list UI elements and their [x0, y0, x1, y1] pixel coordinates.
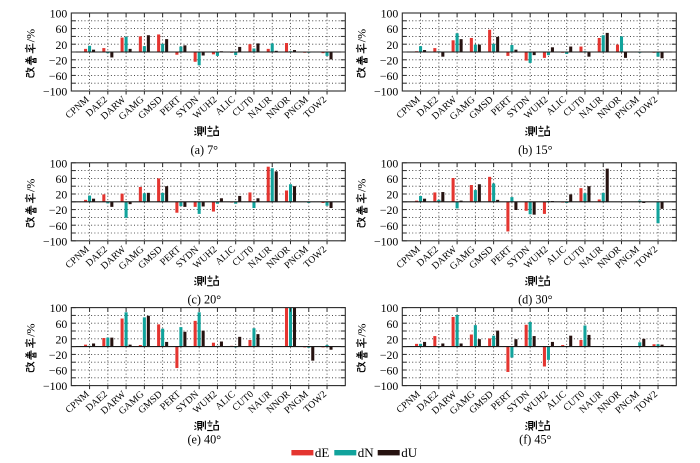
- svg-text:(f) 45°: (f) 45°: [519, 433, 551, 447]
- svg-text:(c) 20°: (c) 20°: [187, 292, 221, 306]
- svg-text:−20: −20: [49, 53, 68, 67]
- svg-text:/%: /%: [24, 179, 38, 192]
- svg-text:−100: −100: [374, 234, 398, 248]
- svg-text:60: 60: [387, 317, 399, 331]
- svg-text:−60: −60: [49, 69, 68, 83]
- svg-text:−20: −20: [380, 53, 399, 67]
- svg-text:/%: /%: [24, 323, 38, 336]
- svg-text:60: 60: [56, 317, 68, 331]
- svg-text:100: 100: [50, 156, 68, 170]
- svg-text:−20: −20: [380, 203, 399, 217]
- svg-text:dN: dN: [358, 445, 375, 460]
- svg-text:−20: −20: [49, 203, 68, 217]
- svg-text:−60: −60: [49, 219, 68, 233]
- svg-text:−20: −20: [380, 348, 399, 362]
- svg-text:60: 60: [387, 172, 399, 186]
- svg-text:20: 20: [56, 332, 68, 346]
- svg-text:60: 60: [56, 22, 68, 36]
- svg-text:/%: /%: [355, 29, 369, 42]
- svg-text:/%: /%: [24, 29, 38, 42]
- svg-text:−100: −100: [374, 379, 398, 393]
- svg-text:100: 100: [381, 301, 399, 315]
- svg-text:60: 60: [56, 172, 68, 186]
- svg-text:/%: /%: [355, 179, 369, 192]
- svg-text:dE: dE: [315, 445, 330, 460]
- svg-text:−100: −100: [43, 234, 67, 248]
- svg-text:(b) 15°: (b) 15°: [518, 143, 552, 157]
- svg-text:20: 20: [56, 38, 68, 52]
- svg-text:(a) 7°: (a) 7°: [191, 143, 219, 157]
- svg-text:100: 100: [50, 7, 68, 21]
- svg-text:20: 20: [387, 38, 399, 52]
- svg-text:−100: −100: [43, 379, 67, 393]
- svg-text:(e) 40°: (e) 40°: [187, 433, 221, 447]
- svg-text:20: 20: [387, 188, 399, 202]
- svg-text:(d) 30°: (d) 30°: [518, 292, 552, 306]
- svg-text:−20: −20: [49, 348, 68, 362]
- svg-text:20: 20: [56, 188, 68, 202]
- svg-text:dU: dU: [401, 445, 418, 460]
- svg-text:−60: −60: [380, 364, 399, 378]
- svg-text:−100: −100: [374, 85, 398, 99]
- svg-text:100: 100: [381, 7, 399, 21]
- svg-text:−100: −100: [43, 85, 67, 99]
- svg-text:/%: /%: [355, 323, 369, 336]
- svg-text:20: 20: [387, 332, 399, 346]
- svg-text:100: 100: [381, 156, 399, 170]
- svg-text:−60: −60: [49, 364, 68, 378]
- svg-text:−60: −60: [380, 69, 399, 83]
- svg-text:100: 100: [50, 301, 68, 315]
- svg-text:−60: −60: [380, 219, 399, 233]
- svg-text:60: 60: [387, 22, 399, 36]
